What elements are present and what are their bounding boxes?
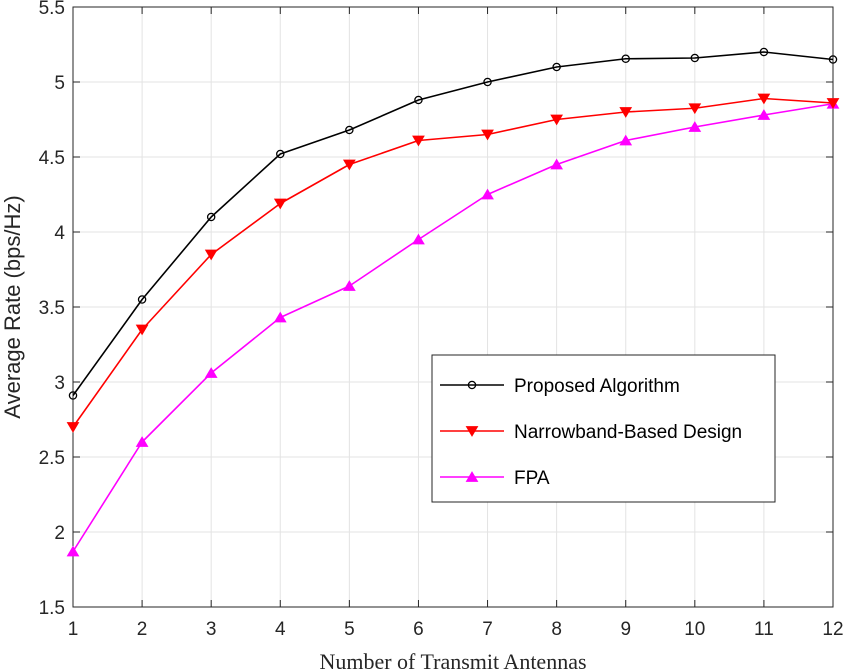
y-tick-label: 5.5: [39, 0, 65, 19]
data-point: [276, 149, 285, 159]
data-point: [550, 114, 564, 126]
data-point: [135, 436, 149, 447]
x-tick-label: 7: [482, 619, 493, 640]
x-tick-label: 2: [137, 619, 148, 640]
y-tick-label: 5: [54, 73, 65, 94]
legend-item-proposed-algorithm: Proposed Algorithm: [440, 376, 680, 397]
data-point: [619, 134, 633, 146]
x-axis-label: Number of Transmit Antennas: [319, 649, 586, 672]
data-point: [412, 233, 425, 245]
data-point: [412, 135, 425, 147]
x-tick-label: 1: [68, 619, 79, 640]
x-tick-label: 11: [754, 619, 774, 640]
data-point: [826, 98, 840, 109]
series-layer: [66, 47, 840, 557]
data-point: [828, 55, 838, 64]
data-point: [414, 95, 423, 105]
legend-item-fpa: FPA: [440, 468, 550, 489]
data-point: [483, 77, 492, 87]
legend-marker: [465, 426, 479, 437]
series-line: [72, 51, 834, 396]
data-point: [204, 367, 218, 378]
data-point: [550, 158, 564, 170]
legend: Proposed Algorithm Narrowband-Based Desig…: [431, 354, 776, 503]
x-tick-label: 8: [551, 619, 562, 640]
data-point: [619, 107, 633, 118]
y-tick-label: 3: [54, 373, 65, 394]
x-tick-label: 3: [206, 619, 217, 640]
x-tick-label: 10: [684, 619, 705, 640]
legend-marker: [465, 471, 479, 482]
data-point: [342, 280, 356, 291]
series-line: [72, 97, 834, 428]
x-tick-label: 6: [413, 619, 424, 640]
data-point: [135, 324, 149, 336]
legend-label: Narrowband-Based Design: [514, 422, 742, 443]
data-point: [688, 103, 702, 115]
data-point: [206, 212, 216, 222]
x-tick-label: 5: [344, 619, 355, 640]
y-tick-label: 1.5: [39, 598, 65, 619]
y-tick-label: 4: [54, 223, 65, 244]
data-point: [66, 545, 80, 557]
data-point: [204, 249, 218, 261]
series-narrowband-based-design: [66, 93, 840, 433]
data-point: [759, 47, 769, 57]
axis-ticks: 1 2 3 4 5 6 7 8 9 10 11 121.522.533.544.555.5: [39, 0, 844, 640]
data-point: [66, 422, 80, 433]
y-tick-label: 4.5: [39, 148, 65, 169]
legend-label: Proposed Algorithm: [514, 376, 680, 397]
series-line: [72, 102, 834, 552]
data-point: [342, 159, 356, 171]
data-point: [273, 198, 287, 210]
x-tick-label: 4: [275, 619, 286, 640]
data-point: [273, 311, 287, 323]
data-point: [757, 109, 771, 120]
y-tick-label: 3.5: [39, 298, 65, 319]
series-proposed-algorithm: [68, 47, 838, 400]
y-tick-label: 2.5: [39, 448, 65, 469]
data-point: [621, 54, 630, 64]
legend-marker: [467, 380, 477, 390]
data-point: [481, 188, 494, 200]
data-point: [137, 295, 147, 304]
data-point: [757, 93, 771, 105]
x-tick-label: 12: [822, 619, 843, 640]
data-point: [68, 391, 78, 400]
y-tick-label: 2: [54, 523, 65, 544]
data-point: [688, 121, 702, 132]
y-axis-label: Average Rate (bps/Hz): [0, 195, 25, 418]
data-point: [552, 62, 561, 72]
data-point: [690, 53, 700, 63]
grid: [72, 6, 834, 608]
legend-item-narrowband-based-design: Narrowband-Based Design: [440, 422, 742, 443]
legend-label: FPA: [514, 468, 550, 489]
data-point: [481, 129, 494, 141]
data-point: [345, 125, 354, 135]
x-tick-label: 9: [620, 619, 631, 640]
